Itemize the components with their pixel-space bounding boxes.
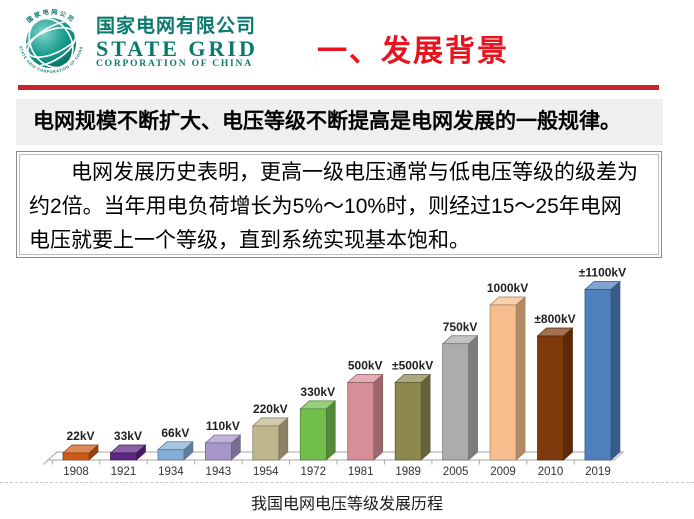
x-axis-year-label: 2009 xyxy=(490,466,516,478)
x-axis-year-label: 1943 xyxy=(206,466,232,478)
bar-value-label: 33kV xyxy=(114,429,142,443)
bar-front-face xyxy=(110,452,137,461)
bar-side-face xyxy=(373,373,384,461)
axis-left-corner-tick xyxy=(43,459,49,465)
chart-floor xyxy=(46,451,625,461)
bar-value-label: 66kV xyxy=(161,426,189,440)
bar-front-face xyxy=(252,425,280,461)
bar-1954: 220kV 1954 xyxy=(251,402,289,478)
x-axis-year-label: 1921 xyxy=(111,466,137,478)
bar-side-face xyxy=(515,296,526,461)
company-name-en: STATE GRID xyxy=(96,36,258,61)
bar-front-face xyxy=(157,449,185,461)
bar-1943: 110kV 1943 xyxy=(204,419,242,478)
bar-front-face xyxy=(394,382,422,461)
bar-value-label: 22kV xyxy=(66,429,94,443)
logo-text-block: 国家电网有限公司 STATE GRID CORPORATION OF CHINA xyxy=(96,16,258,70)
x-axis-year-label: 2010 xyxy=(538,466,564,478)
bar-value-label: 1000kV xyxy=(487,281,528,295)
bar-front-face xyxy=(62,452,90,461)
bar-value-label: ±800kV xyxy=(534,312,575,326)
bar-front-face xyxy=(442,343,469,461)
bar-2019: ±1100kV 2019 xyxy=(579,266,626,479)
bar-1981: 500kV 1981 xyxy=(346,359,384,478)
x-axis-year-label: 1934 xyxy=(158,466,184,478)
company-name-en-sub: CORPORATION OF CHINA xyxy=(96,59,253,69)
lead-statement-bar: 电网规模不断扩大、电压等级不断提高是电网发展的一般规律。 xyxy=(16,99,663,145)
bar-1972: 330kV 1972 xyxy=(299,385,337,478)
bar-1908: 22kV 1908 xyxy=(62,429,99,478)
x-axis-year-label: 1908 xyxy=(63,466,89,478)
company-name-cn: 国家电网有限公司 xyxy=(96,16,257,37)
bar-1934: 66kV 1934 xyxy=(156,426,194,478)
bar-side-face xyxy=(420,373,431,461)
bar-front-face xyxy=(584,289,612,461)
bar-front-face xyxy=(347,382,375,461)
bar-value-label: 220kV xyxy=(253,402,288,416)
voltage-bar-chart: 22kV 1908 33kV 1921 66kV 1934 110kV 1943 220kV 19… xyxy=(30,264,670,496)
bar-front-face xyxy=(205,442,232,461)
lead-statement-text: 电网规模不断扩大、电压等级不断提高是电网发展的一般规律。 xyxy=(33,110,621,133)
header-rule xyxy=(18,85,659,90)
bar-front-face xyxy=(537,335,564,461)
bar-1989: ±500kV 1989 xyxy=(392,359,433,479)
page-title: 一、发展背景 xyxy=(317,35,509,68)
bar-value-label: 330kV xyxy=(300,385,335,399)
bar-2009: 1000kV 2009 xyxy=(487,281,528,478)
bar-front-face xyxy=(489,304,517,461)
x-axis-year-label: 2005 xyxy=(443,466,469,478)
bar-value-label: 750kV xyxy=(443,320,478,334)
bar-front-face xyxy=(299,408,327,461)
bar-value-label: 110kV xyxy=(206,419,240,433)
bar-side-face xyxy=(325,400,336,461)
x-axis-year-label: 1989 xyxy=(395,466,421,478)
state-grid-globe-icon: 国家电网公司 STATE GRID CORPORATION OF CHINA xyxy=(18,8,83,74)
x-axis-year-label: 1954 xyxy=(253,466,279,478)
state-grid-logo: 国家电网公司 STATE GRID CORPORATION OF CHINA 国… xyxy=(12,6,258,80)
bar-value-label: 500kV xyxy=(348,359,383,373)
bar-1921: 33kV 1921 xyxy=(109,429,147,478)
bar-value-label: ±1100kV xyxy=(579,266,626,280)
bar-2010: ±800kV 2010 xyxy=(534,312,575,478)
chart-placeholder-border xyxy=(0,482,694,483)
paragraph-line: 电网发展历史表明，更高一级电压通常与低电压等级的级差为 xyxy=(71,161,638,184)
x-axis-year-label: 1981 xyxy=(348,466,374,478)
bar-value-label: ±500kV xyxy=(392,359,433,373)
bar-2005: 750kV 2005 xyxy=(441,320,479,478)
bar-side-face xyxy=(610,280,621,461)
paragraph-box: 电网发展历史表明，更高一级电压通常与低电压等级的级差为 约2倍。当年用电负荷增长… xyxy=(16,151,662,258)
bar-side-face xyxy=(563,327,573,461)
chart-caption: 我国电网电压等级发展历程 xyxy=(250,496,443,513)
paragraph-line: 电压就要上一个等级，直到系统实现基本饱和。 xyxy=(29,229,470,252)
paragraph-line: 约2倍。当年用电负荷增长为5%～10%时，则经过15～25年电网 xyxy=(29,195,622,218)
x-axis-year-label: 2019 xyxy=(585,466,611,478)
x-axis-year-label: 1972 xyxy=(300,466,326,478)
voltage-bar-chart-svg: 22kV 1908 33kV 1921 66kV 1934 110kV 1943 220kV 19… xyxy=(43,266,626,479)
bar-side-face xyxy=(468,334,478,461)
